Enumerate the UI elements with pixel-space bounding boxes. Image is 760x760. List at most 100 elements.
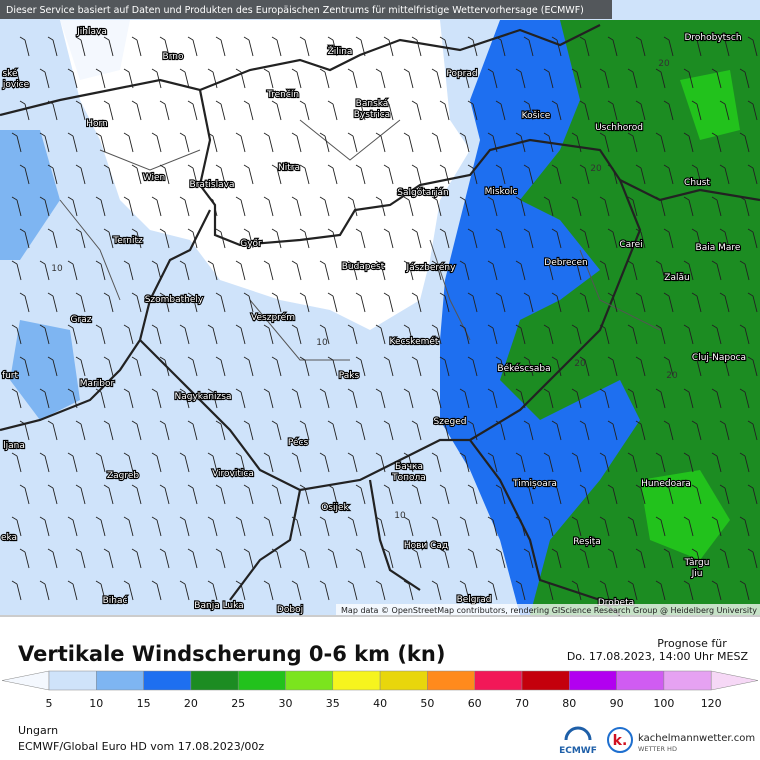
wind-barb	[375, 260, 386, 281]
wind-barb	[459, 68, 470, 89]
wind-barb	[571, 324, 582, 345]
wind-barb	[131, 228, 142, 249]
city-label: Paks	[339, 371, 360, 381]
wind-barb	[719, 164, 730, 185]
wind-barb	[179, 68, 190, 89]
wind-barb	[355, 164, 366, 185]
wind-barb	[467, 36, 478, 57]
wind-barb	[243, 100, 254, 121]
wind-barb	[571, 580, 582, 601]
wind-barb	[459, 452, 470, 473]
wind-barb	[271, 100, 282, 121]
wind-barb	[19, 420, 30, 441]
city-label: Drohobytsch	[684, 33, 741, 43]
wind-barb	[159, 548, 170, 569]
wind-barb	[151, 388, 162, 409]
wind-barb	[75, 100, 86, 121]
color-box	[379, 670, 428, 691]
wind-barb	[663, 548, 674, 569]
wind-barb	[691, 228, 702, 249]
wind-barb	[271, 292, 282, 313]
wind-barb	[579, 484, 590, 505]
wind-barb	[263, 132, 274, 153]
wind-barb	[47, 548, 58, 569]
wind-barb	[19, 292, 30, 313]
wind-barb	[299, 36, 310, 57]
wind-barb	[719, 292, 730, 313]
wind-barb	[207, 388, 218, 409]
wind-barb	[495, 164, 506, 185]
wind-barb	[691, 36, 702, 57]
wind-barb	[579, 36, 590, 57]
wind-barb	[215, 420, 226, 441]
colorbar-tick-label: 60	[468, 697, 482, 710]
wind-barb	[11, 580, 22, 601]
wind-barb	[39, 388, 50, 409]
wind-barb	[75, 164, 86, 185]
wind-barb	[131, 164, 142, 185]
shear-area-low	[60, 20, 130, 80]
wind-barb	[487, 132, 498, 153]
wind-barb	[403, 516, 414, 537]
borders	[0, 24, 760, 616]
contour-label: 20	[658, 59, 670, 69]
wind-barb	[739, 324, 750, 345]
color-box	[616, 670, 665, 691]
wind-barb	[235, 516, 246, 537]
contour-labels: 20 10 20 10 20 20 10	[51, 59, 678, 521]
wind-barb	[691, 356, 702, 377]
wind-barb	[635, 228, 646, 249]
wind-barb	[411, 36, 422, 57]
wind-barb	[495, 484, 506, 505]
wind-barb	[187, 356, 198, 377]
wind-barb	[635, 292, 646, 313]
wind-barb	[411, 548, 422, 569]
wind-barb	[551, 100, 562, 121]
wind-barb	[375, 132, 386, 153]
wind-barb	[19, 228, 30, 249]
wind-barb	[271, 36, 282, 57]
wind-barb	[439, 548, 450, 569]
city-label: Graz	[71, 315, 92, 325]
wind-barb	[131, 548, 142, 569]
wind-barb	[11, 196, 22, 217]
wind-barb	[39, 324, 50, 345]
wind-barb	[691, 420, 702, 441]
wind-barb	[691, 100, 702, 121]
wind-barb	[663, 100, 674, 121]
wind-barb	[523, 164, 534, 185]
wind-barb	[571, 452, 582, 473]
wind-barb	[691, 164, 702, 185]
wind-barb	[235, 452, 246, 473]
city-label: Нови Сад	[404, 541, 448, 551]
city-label: Jihlava	[76, 27, 107, 37]
site-sub: WETTER HD	[638, 745, 677, 753]
wind-barb	[271, 164, 282, 185]
wind-barb	[459, 516, 470, 537]
shear-area-low	[60, 20, 470, 330]
colorbar-tick-label: 35	[326, 697, 340, 710]
wind-barb	[523, 356, 534, 377]
wind-barb	[103, 292, 114, 313]
city-label: Osijek	[321, 503, 349, 513]
wind-barb	[263, 260, 274, 281]
wind-barb	[131, 484, 142, 505]
wind-barb	[719, 100, 730, 121]
wind-barb	[243, 484, 254, 505]
wind-barb	[11, 388, 22, 409]
wind-barb	[207, 580, 218, 601]
wind-barb	[123, 132, 134, 153]
wind-barb	[711, 68, 722, 89]
wind-barb	[599, 580, 610, 601]
shear-area	[0, 130, 80, 420]
wind-barb	[299, 356, 310, 377]
wind-barb	[711, 196, 722, 217]
wind-barb	[663, 164, 674, 185]
wind-barb	[75, 548, 86, 569]
wind-barb	[375, 388, 386, 409]
wind-barb	[319, 132, 330, 153]
wind-barb	[39, 68, 50, 89]
city-label: Топола	[391, 473, 426, 483]
wind-barb	[19, 484, 30, 505]
wind-barbs	[11, 36, 758, 601]
